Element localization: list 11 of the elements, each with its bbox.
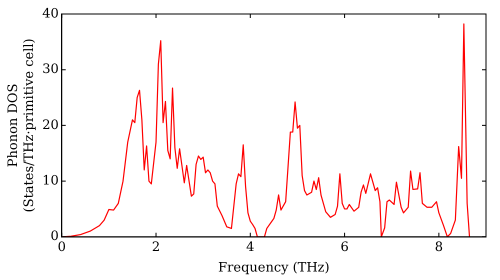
y-tick-label: 40	[42, 6, 59, 22]
y-tick-label: 10	[42, 173, 59, 188]
y-axis-title: Phonon DOS (States/THz·primitive cell)	[6, 38, 37, 212]
y-tick-label: 30	[42, 62, 59, 78]
x-tick-label: 6	[340, 240, 349, 255]
y-tick-label: 20	[42, 118, 59, 133]
x-tick-label: 8	[434, 240, 443, 255]
x-tick-label: 4	[246, 240, 254, 255]
y-tick-label: 0	[50, 229, 59, 244]
x-axis-title: Frequency (THz)	[218, 260, 330, 276]
x-tick-label: 2	[152, 240, 160, 255]
